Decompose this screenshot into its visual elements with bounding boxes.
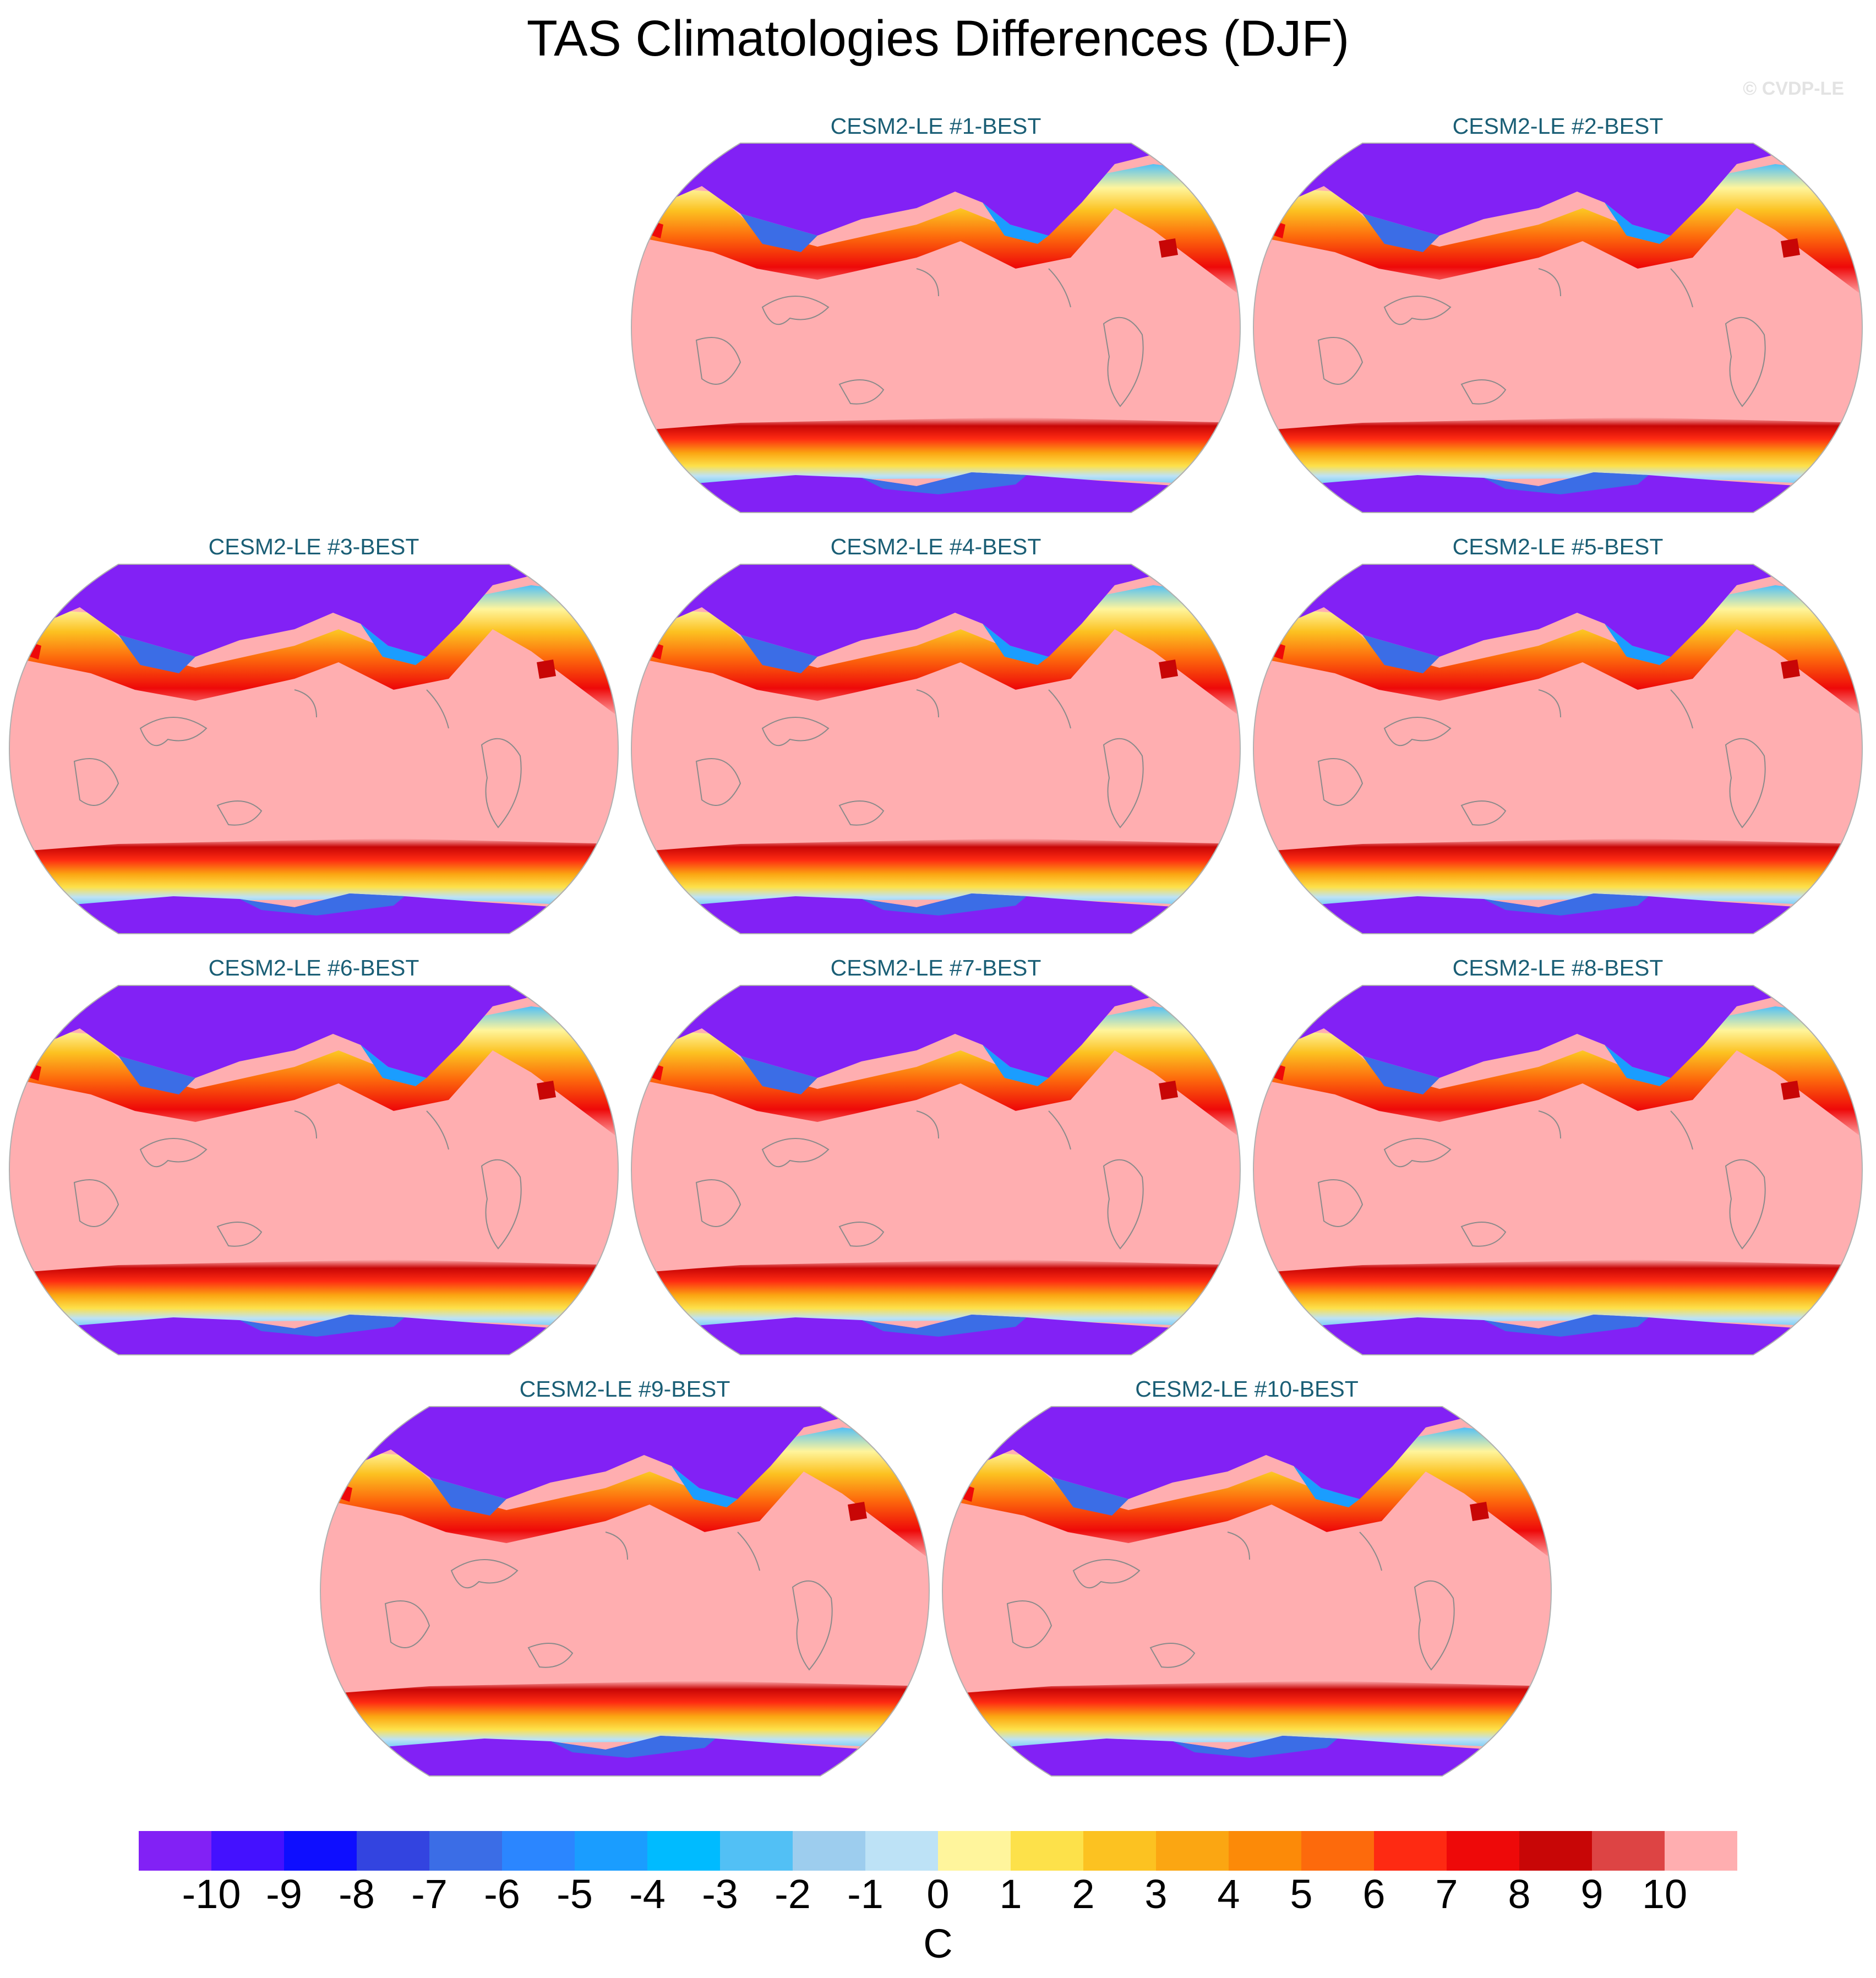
panel-title-8: CESM2-LE #8-BEST bbox=[1452, 955, 1664, 980]
panel-title-4: CESM2-LE #4-BEST bbox=[830, 534, 1041, 559]
colorbar-tick-label: 0 bbox=[926, 1871, 950, 1917]
colorbar-box bbox=[1592, 1831, 1665, 1871]
chart-title: TAS Climatologies Differences (DJF) bbox=[526, 10, 1350, 67]
colorbar-box bbox=[1665, 1831, 1737, 1871]
colorbar-tick-label: 7 bbox=[1435, 1871, 1458, 1917]
panel-title-2: CESM2-LE #2-BEST bbox=[1452, 113, 1664, 139]
colorbar-tick-label: -8 bbox=[339, 1871, 375, 1917]
colorbar-tick-label: -4 bbox=[629, 1871, 666, 1917]
colorbar-box bbox=[284, 1831, 357, 1871]
colorbar-box bbox=[1374, 1831, 1447, 1871]
colorbar-tick-label: -6 bbox=[484, 1871, 520, 1917]
colorbar-box bbox=[1156, 1831, 1229, 1871]
colorbar-tick-label: -10 bbox=[182, 1871, 241, 1917]
colorbar-tick-label: 3 bbox=[1144, 1871, 1168, 1917]
map-panel-7 bbox=[630, 984, 1241, 1356]
map-panel-8 bbox=[1252, 984, 1863, 1356]
colorbar-box bbox=[357, 1831, 430, 1871]
colorbar-box bbox=[139, 1831, 212, 1871]
colorbar-box bbox=[865, 1831, 939, 1871]
map-panel-1 bbox=[630, 142, 1241, 514]
colorbar-box bbox=[793, 1831, 866, 1871]
colorbar-tick-label: 6 bbox=[1362, 1871, 1386, 1917]
map-panel-6 bbox=[8, 984, 619, 1356]
colorbar-box bbox=[429, 1831, 503, 1871]
colorbar-box bbox=[720, 1831, 793, 1871]
colorbar-box bbox=[575, 1831, 648, 1871]
colorbar-box bbox=[647, 1831, 721, 1871]
colorbar-tick-label: -5 bbox=[557, 1871, 593, 1917]
colorbar-tick-label: 4 bbox=[1217, 1871, 1240, 1917]
colorbar-tick-label: 10 bbox=[1642, 1871, 1688, 1917]
colorbar-tick-label: -9 bbox=[266, 1871, 302, 1917]
panel-title-5: CESM2-LE #5-BEST bbox=[1452, 534, 1664, 559]
colorbar-box bbox=[1011, 1831, 1084, 1871]
colorbar-box bbox=[502, 1831, 575, 1871]
map-panel-9 bbox=[319, 1405, 930, 1777]
colorbar-box bbox=[211, 1831, 285, 1871]
colorbar-tick-label: 2 bbox=[1072, 1871, 1095, 1917]
panel-title-9: CESM2-LE #9-BEST bbox=[519, 1376, 730, 1402]
panel-title-6: CESM2-LE #6-BEST bbox=[208, 955, 419, 980]
panel-title-7: CESM2-LE #7-BEST bbox=[830, 955, 1041, 980]
copyright-label: © CVDP-LE bbox=[1743, 78, 1844, 99]
colorbar-tick-label: 8 bbox=[1508, 1871, 1531, 1917]
colorbar-tick-label: 1 bbox=[999, 1871, 1022, 1917]
colorbar-box bbox=[938, 1831, 1011, 1871]
colorbar-tick-label: -2 bbox=[775, 1871, 811, 1917]
colorbar-tick-label: -3 bbox=[702, 1871, 738, 1917]
colorbar-box bbox=[1301, 1831, 1375, 1871]
colorbar-box bbox=[1519, 1831, 1593, 1871]
map-panel-2 bbox=[1252, 142, 1863, 514]
colorbar-tick-label: 9 bbox=[1580, 1871, 1604, 1917]
colorbar-tick-label: 5 bbox=[1290, 1871, 1313, 1917]
map-panel-10 bbox=[941, 1405, 1552, 1777]
colorbar-tick-label: -1 bbox=[847, 1871, 884, 1917]
panel-title-10: CESM2-LE #10-BEST bbox=[1135, 1376, 1359, 1402]
panel-title-3: CESM2-LE #3-BEST bbox=[208, 534, 419, 559]
colorbar-box bbox=[1229, 1831, 1302, 1871]
colorbar-tick-label: -7 bbox=[411, 1871, 448, 1917]
colorbar-units-label: C bbox=[923, 1921, 953, 1966]
colorbar-box bbox=[1083, 1831, 1157, 1871]
colorbar bbox=[139, 1831, 1737, 1871]
map-panel-3 bbox=[8, 563, 619, 935]
map-panel-4 bbox=[630, 563, 1241, 935]
panel-title-1: CESM2-LE #1-BEST bbox=[830, 113, 1041, 139]
map-panel-5 bbox=[1252, 563, 1863, 935]
colorbar-box bbox=[1447, 1831, 1520, 1871]
